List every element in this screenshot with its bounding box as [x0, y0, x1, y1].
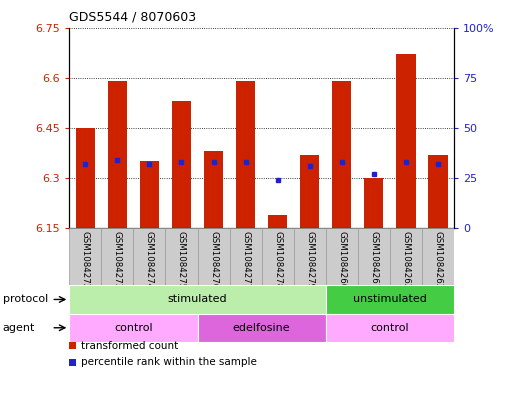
- Bar: [358, 228, 390, 285]
- Bar: [204, 151, 223, 228]
- Text: GSM1084275: GSM1084275: [177, 231, 186, 289]
- Bar: [364, 178, 383, 228]
- Text: GSM1084263: GSM1084263: [433, 231, 443, 289]
- Text: GSM1084277: GSM1084277: [241, 231, 250, 289]
- Text: GSM1084273: GSM1084273: [113, 231, 122, 289]
- Bar: [268, 215, 287, 228]
- Bar: [165, 228, 198, 285]
- Bar: [198, 228, 229, 285]
- Text: GSM1084278: GSM1084278: [273, 231, 282, 289]
- Bar: [108, 81, 127, 228]
- Text: control: control: [370, 323, 409, 333]
- Text: GSM1084279: GSM1084279: [305, 231, 314, 289]
- Text: agent: agent: [3, 323, 35, 333]
- Bar: [69, 228, 102, 285]
- Bar: [396, 54, 416, 228]
- Bar: [172, 101, 191, 228]
- Bar: [133, 228, 165, 285]
- Text: transformed count: transformed count: [82, 341, 179, 351]
- Bar: [69, 314, 198, 342]
- Text: protocol: protocol: [3, 294, 48, 305]
- Bar: [198, 314, 326, 342]
- Text: GSM1084260: GSM1084260: [337, 231, 346, 289]
- Bar: [102, 228, 133, 285]
- Text: unstimulated: unstimulated: [353, 294, 427, 305]
- Bar: [390, 228, 422, 285]
- Bar: [293, 228, 326, 285]
- Bar: [326, 314, 454, 342]
- Text: GSM1084272: GSM1084272: [81, 231, 90, 289]
- Text: control: control: [114, 323, 153, 333]
- Bar: [236, 81, 255, 228]
- Bar: [326, 228, 358, 285]
- Text: edelfosine: edelfosine: [233, 323, 290, 333]
- Bar: [422, 228, 454, 285]
- Bar: [326, 285, 454, 314]
- Text: GSM1084274: GSM1084274: [145, 231, 154, 289]
- Text: GSM1084262: GSM1084262: [401, 231, 410, 289]
- Bar: [229, 228, 262, 285]
- Text: stimulated: stimulated: [168, 294, 227, 305]
- Bar: [76, 128, 95, 228]
- Text: GSM1084261: GSM1084261: [369, 231, 379, 289]
- Bar: [428, 155, 447, 228]
- Bar: [262, 228, 293, 285]
- Bar: [300, 155, 319, 228]
- Text: GDS5544 / 8070603: GDS5544 / 8070603: [69, 11, 196, 24]
- Bar: [140, 162, 159, 228]
- Bar: [69, 285, 326, 314]
- Text: GSM1084276: GSM1084276: [209, 231, 218, 289]
- Bar: [332, 81, 351, 228]
- Text: percentile rank within the sample: percentile rank within the sample: [82, 357, 258, 367]
